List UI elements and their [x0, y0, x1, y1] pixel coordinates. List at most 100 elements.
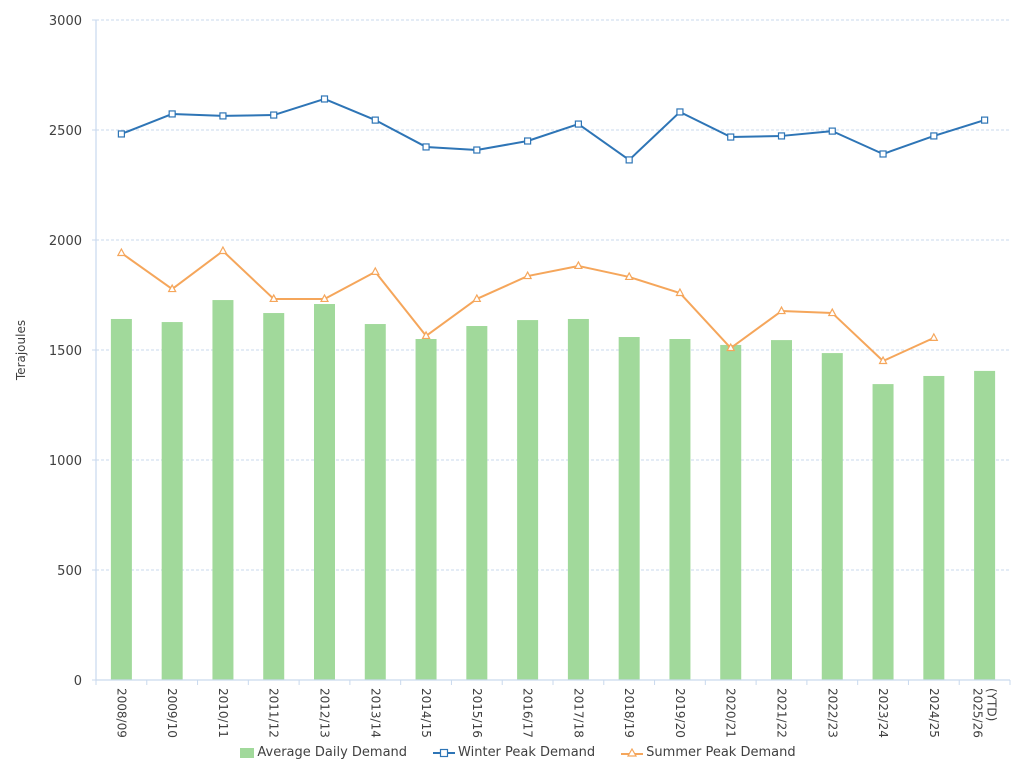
y-tick-label: 1000: [49, 454, 82, 469]
square-marker-icon: [981, 116, 989, 124]
triangle-marker-icon: [269, 293, 279, 303]
legend: Average Daily Demand Winter Peak Demand …: [0, 745, 1036, 760]
svg-text:2012/13: 2012/13: [318, 688, 332, 738]
svg-text:2018/19: 2018/19: [622, 688, 636, 738]
triangle-marker-icon: [776, 305, 787, 315]
square-marker-icon: [727, 133, 735, 141]
x-tick-label: 2011/12: [267, 688, 281, 738]
svg-text:2019/20: 2019/20: [673, 688, 687, 738]
x-tick-label: 2017/18: [571, 688, 585, 738]
x-tick-label: 2016/17: [521, 688, 535, 738]
bar: [517, 320, 539, 680]
x-tick-label: 2013/14: [368, 688, 382, 738]
triangle-marker-icon: [929, 332, 939, 341]
svg-text:2020/21: 2020/21: [724, 688, 738, 738]
square-marker-icon: [422, 143, 430, 151]
triangle-marker-icon: [167, 283, 177, 293]
x-tick-label: 2018/19: [622, 688, 636, 738]
square-marker-icon: [117, 130, 125, 138]
triangle-marker-icon: [319, 293, 330, 303]
square-marker-icon: [320, 95, 329, 103]
bar: [872, 384, 894, 680]
square-marker-icon: [828, 127, 836, 135]
bar: [821, 353, 843, 680]
square-marker-icon: [371, 116, 379, 124]
x-axis-ticks: 2008/09 2009/10 2010/11 2011/12 2012/13 2013/…: [114, 688, 998, 738]
bar: [466, 326, 488, 680]
svg-text:2009/10: 2009/10: [165, 688, 179, 738]
bar-swatch-icon: [240, 747, 255, 758]
y-axis-label: Terajoules: [14, 320, 28, 381]
series-line: [121, 97, 985, 161]
legend-item-summer-peak-demand: Summer Peak Demand: [621, 745, 796, 760]
square-marker-icon: [879, 150, 887, 158]
legend-label: Average Daily Demand: [257, 745, 408, 760]
x-tick-label: 2015/16: [470, 688, 484, 738]
x-tick-label: 2020/21: [724, 688, 738, 738]
svg-text:2025/26: 2025/26: [971, 688, 985, 738]
bar: [110, 318, 132, 680]
y-tick-label: 2000: [49, 234, 82, 249]
x-tick-label: 2008/09: [114, 688, 128, 738]
gridlines: [92, 19, 1010, 681]
triangle-marker-icon: [218, 245, 228, 255]
square-marker-icon: [524, 137, 532, 145]
svg-text:2015/16: 2015/16: [470, 688, 484, 738]
bar: [771, 340, 792, 680]
svg-text:2016/17: 2016/17: [521, 688, 535, 738]
triangle-marker-icon: [726, 342, 736, 352]
svg-text:2010/11: 2010/11: [216, 688, 230, 738]
square-marker-icon: [930, 132, 938, 140]
bar: [720, 344, 742, 680]
svg-text:2021/22: 2021/22: [775, 688, 789, 738]
x-tick-label: 2025/26 (YTD): [971, 688, 999, 738]
legend-item-winter-peak-demand: Winter Peak Demand: [433, 745, 595, 760]
svg-text:2008/09: 2008/09: [114, 688, 128, 738]
svg-text:2023/24: 2023/24: [876, 688, 890, 738]
triangle-marker-icon: [878, 355, 888, 365]
y-tick-label: 2500: [49, 124, 82, 139]
x-tick-label: 2024/25: [927, 688, 941, 738]
x-tick-label: 2022/23: [825, 688, 839, 738]
bar: [923, 375, 945, 680]
bar-series-average-daily-demand: [110, 300, 996, 680]
svg-text:2013/14: 2013/14: [368, 688, 382, 738]
x-tick-label: 2014/15: [419, 688, 433, 738]
bar: [212, 300, 234, 680]
y-tick-label: 1500: [49, 344, 82, 359]
bar: [974, 370, 996, 680]
y-tick-label: 3000: [49, 14, 82, 29]
triangle-marker-line-icon: [621, 747, 644, 757]
bar: [364, 324, 386, 680]
line-series: [116, 95, 989, 365]
svg-text:2024/25: 2024/25: [927, 688, 941, 738]
triangle-marker-icon: [116, 247, 126, 257]
triangle-marker-icon: [675, 287, 685, 297]
y-tick-label: 500: [57, 564, 82, 579]
triangle-marker-icon: [573, 260, 583, 270]
x-tick-label: 2023/24: [876, 688, 890, 738]
triangle-marker-icon: [370, 266, 380, 275]
bar: [314, 304, 335, 680]
bar: [263, 313, 285, 680]
triangle-marker-icon: [421, 330, 431, 340]
legend-label: Winter Peak Demand: [458, 745, 596, 760]
square-marker-icon: [473, 146, 481, 154]
svg-text:2022/23: 2022/23: [825, 688, 839, 738]
legend-label: Summer Peak Demand: [646, 745, 796, 760]
bar: [669, 339, 691, 680]
x-tick-label: 2021/22: [775, 688, 789, 738]
axes: [95, 20, 1011, 685]
triangle-marker-icon: [523, 270, 533, 280]
triangle-marker-icon: [472, 293, 482, 303]
square-marker-line-icon: [433, 748, 456, 757]
bar: [415, 339, 437, 680]
bar: [618, 337, 640, 680]
square-marker-icon: [676, 108, 684, 116]
svg-text:2011/12: 2011/12: [267, 688, 281, 738]
x-tick-label: 2012/13: [318, 688, 332, 738]
svg-text:2014/15: 2014/15: [419, 688, 433, 738]
x-tick-label: 2019/20: [673, 688, 687, 738]
y-axis-ticks: 0 500 1000 1500 2000 2500 3000: [49, 14, 82, 689]
square-marker-icon: [574, 120, 582, 128]
